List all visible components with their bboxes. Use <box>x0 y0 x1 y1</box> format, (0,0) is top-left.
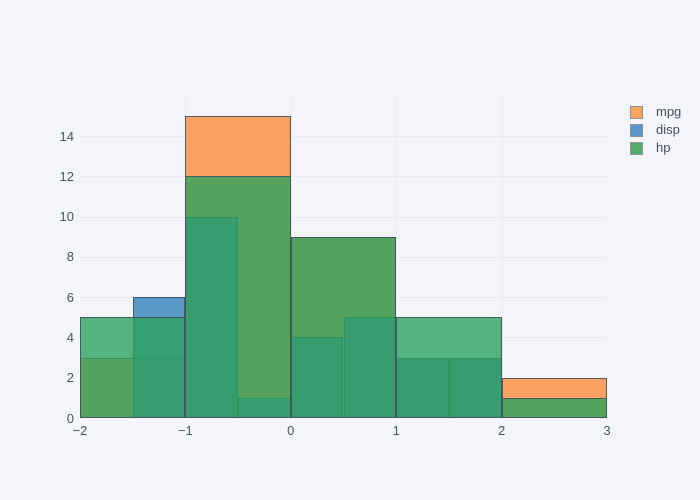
gridline-horizontal-10 <box>80 216 607 218</box>
bar-hp-bin--2[interactable] <box>80 317 186 418</box>
x-tick-label-1: 1 <box>392 423 400 438</box>
legend-item-mpg[interactable]: mpg <box>630 104 681 120</box>
x-tick-label-0: 0 <box>287 423 295 438</box>
legend-swatch-disp-icon <box>630 123 643 137</box>
bar-hp-bin-1[interactable] <box>396 317 502 418</box>
y-tick-label-6: 6 <box>66 289 74 305</box>
gridline-horizontal-12 <box>80 176 607 178</box>
y-tick-label-12: 12 <box>59 168 74 184</box>
legend-label-disp: disp <box>656 122 680 137</box>
y-tick-label-10: 10 <box>59 209 74 225</box>
x-tick-label--2: −2 <box>72 423 88 438</box>
histogram-plot-area <box>80 98 607 418</box>
x-tick-label-3: 3 <box>603 423 611 438</box>
y-tick-label-4: 4 <box>66 329 74 345</box>
y-tick-label-8: 8 <box>66 249 74 265</box>
bar-hp-bin-0[interactable] <box>290 236 397 418</box>
gridline-vertical-1 <box>396 98 398 418</box>
y-tick-label-2: 2 <box>66 370 74 386</box>
bar-hp-bin--1[interactable] <box>185 176 291 418</box>
legend-swatch-hp-icon <box>630 141 643 155</box>
x-tick-label-2: 2 <box>497 423 506 438</box>
legend-swatch-mpg-icon <box>630 105 643 119</box>
gridline-vertical-2 <box>501 98 503 418</box>
x-tick-label--1: −1 <box>177 423 193 438</box>
legend-item-hp[interactable]: hp <box>630 140 670 156</box>
legend-label-mpg: mpg <box>656 104 682 119</box>
y-tick-label-14: 14 <box>59 128 74 144</box>
legend-label-hp: hp <box>656 140 671 155</box>
gridline-horizontal-14 <box>80 136 607 138</box>
bar-hp-bin-2[interactable] <box>501 397 607 418</box>
legend-item-disp[interactable]: disp <box>630 122 680 138</box>
y-tick-label-0: 0 <box>66 410 74 426</box>
